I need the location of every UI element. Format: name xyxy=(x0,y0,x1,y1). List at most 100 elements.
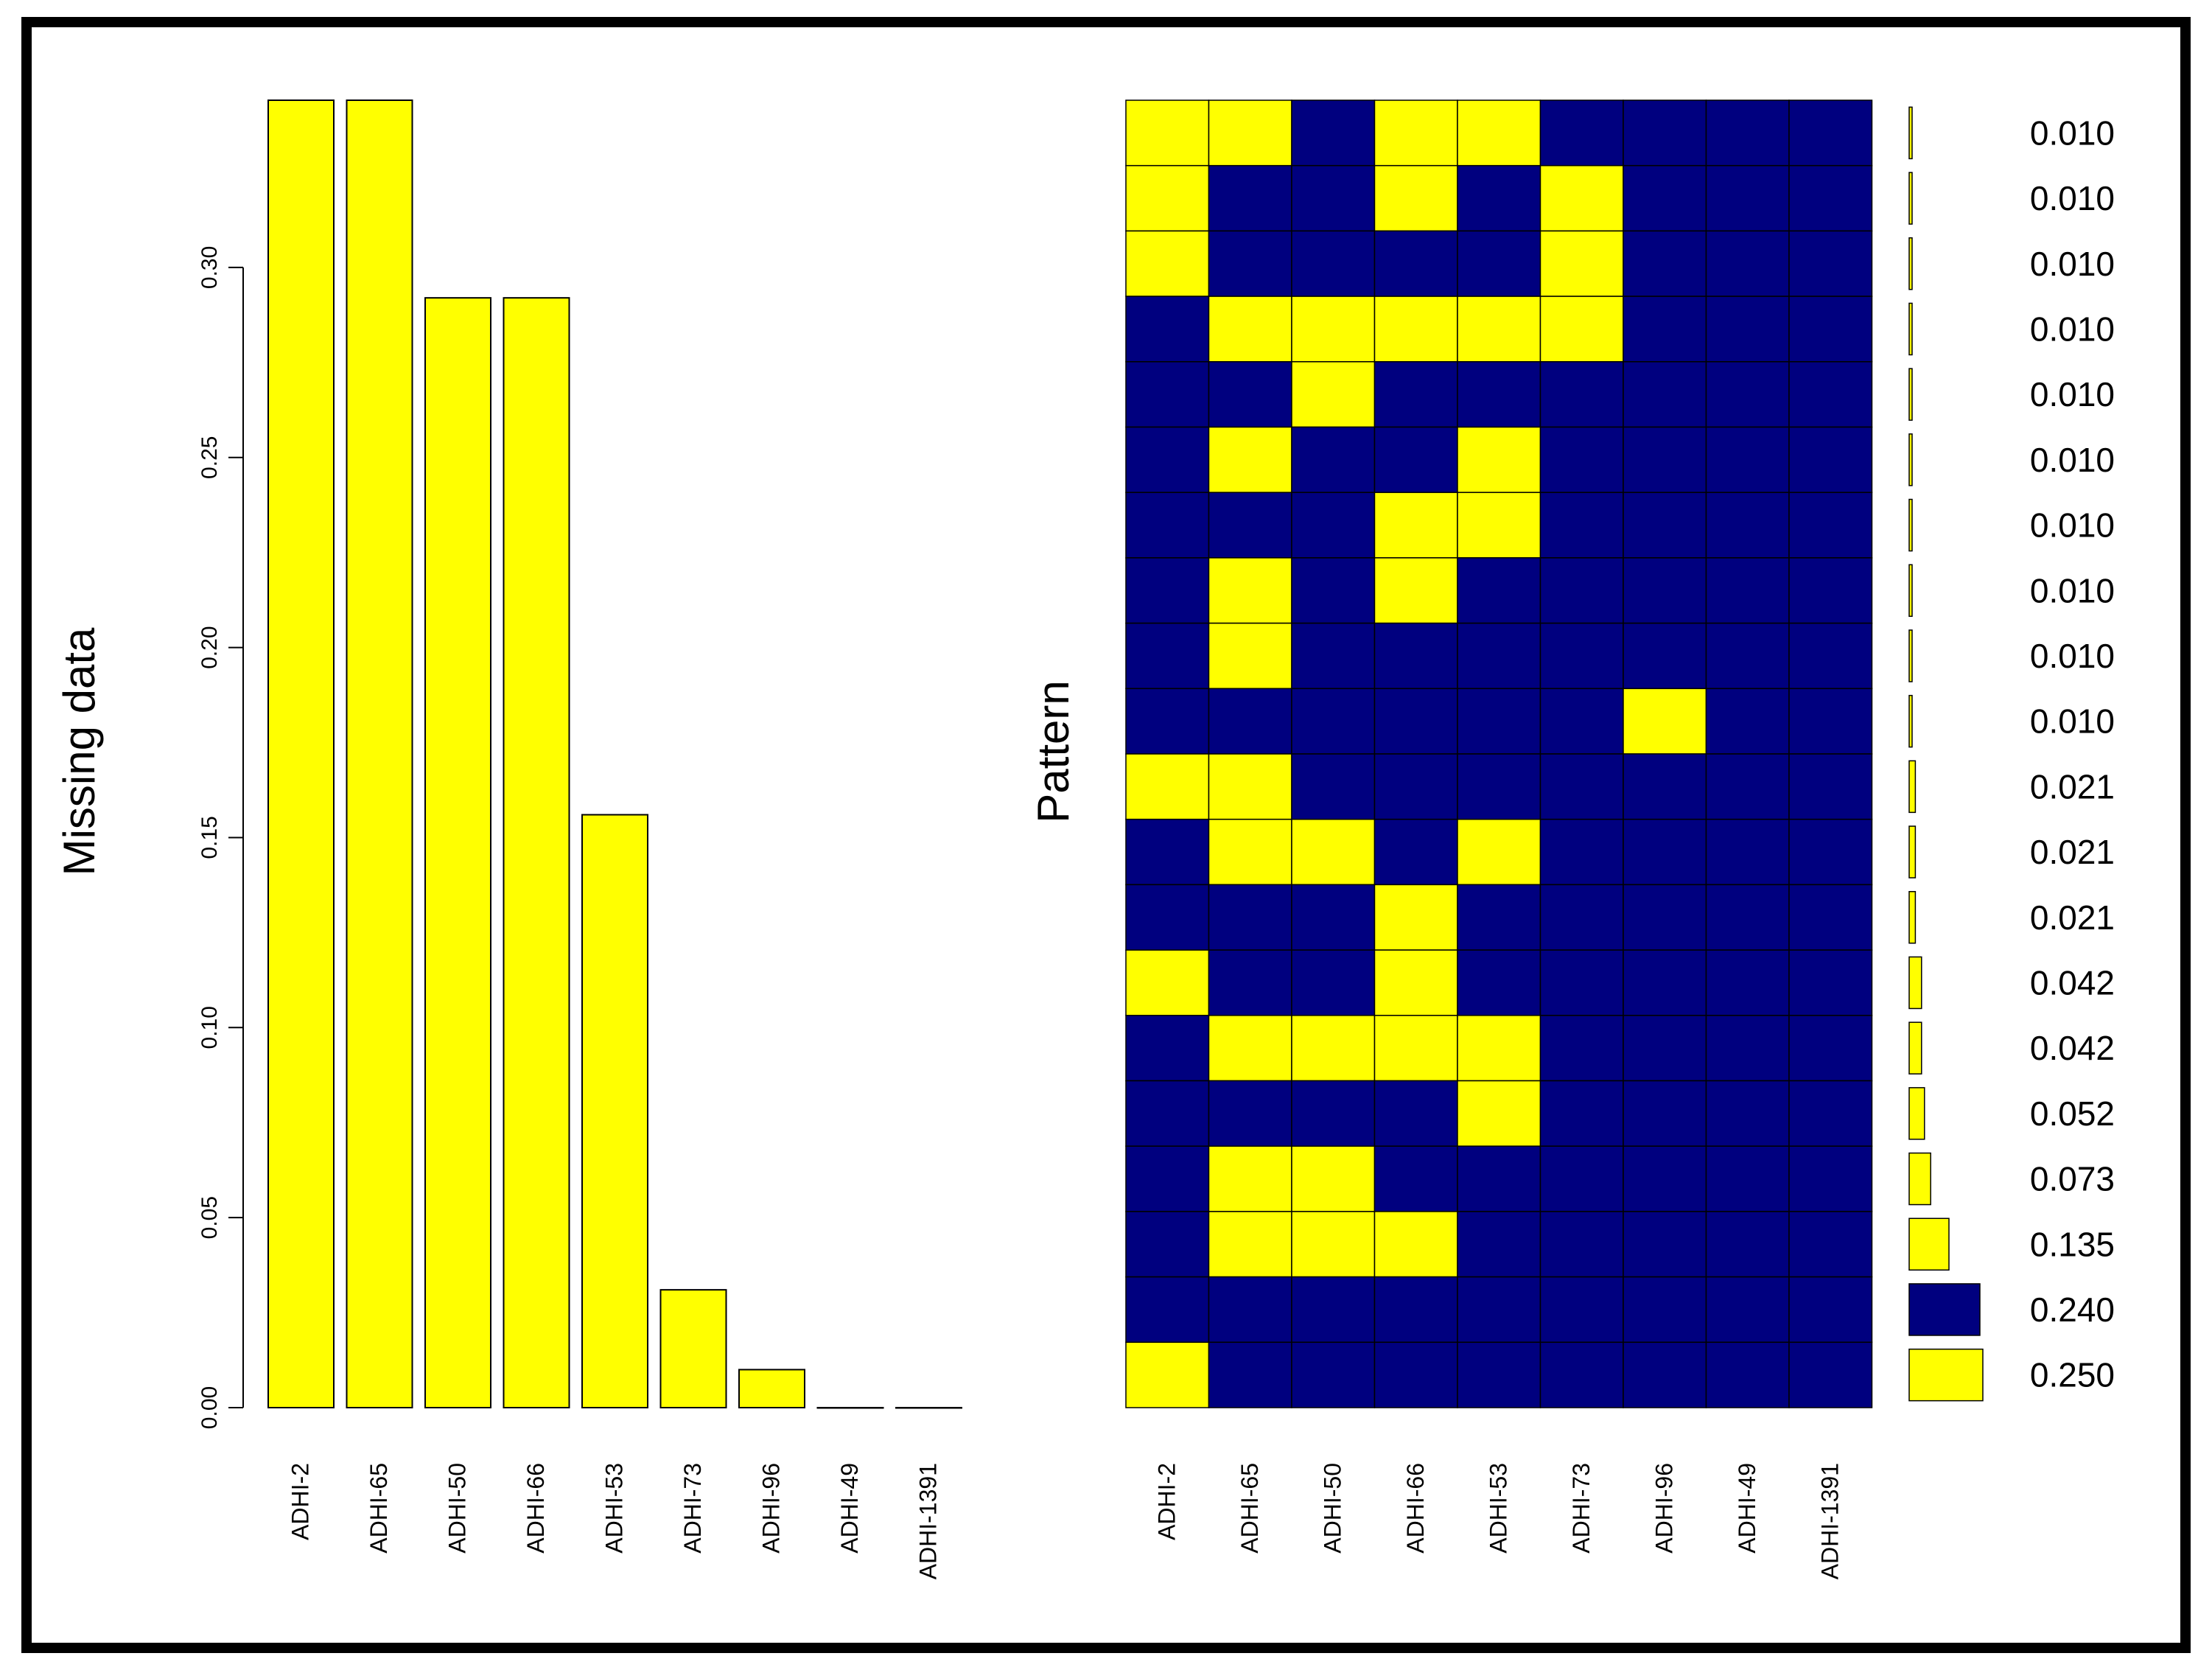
present-cell xyxy=(1125,361,1210,428)
missing-cell xyxy=(1539,230,1624,297)
missing-cell xyxy=(1291,1015,1376,1082)
present-cell xyxy=(1291,426,1376,493)
missing-cell xyxy=(1373,1211,1458,1278)
missing-cell xyxy=(1539,296,1624,363)
x-tick-label: ADHI-66 xyxy=(522,1463,549,1554)
present-cell xyxy=(1539,1211,1624,1278)
pattern-proportion-bar xyxy=(1908,1087,1925,1140)
present-cell xyxy=(1705,99,1790,167)
missing-pattern-heatmap: Pattern ADHI-2 ADHI-65 ADHI-50 ADHI-66 ADHI-… xyxy=(1029,99,2115,1579)
present-cell xyxy=(1705,1015,1790,1082)
present-cell xyxy=(1705,688,1790,755)
column-label: ADHI-66 xyxy=(1402,1463,1429,1554)
y-tick-label: 0.25 xyxy=(197,436,222,479)
missing-cell xyxy=(1373,1015,1458,1082)
missing-cell xyxy=(1208,557,1292,624)
x-tick-label: ADHI-96 xyxy=(758,1463,785,1554)
missing-cell xyxy=(1291,1145,1376,1212)
present-cell xyxy=(1705,1341,1790,1408)
present-cell xyxy=(1125,688,1210,755)
present-cell xyxy=(1788,1341,1873,1408)
present-cell xyxy=(1788,557,1873,624)
present-cell xyxy=(1788,1211,1873,1278)
missing-cell xyxy=(1291,361,1376,428)
pattern-proportion-bar xyxy=(1908,1152,1931,1206)
pattern-proportion-bar xyxy=(1908,302,1913,356)
present-cell xyxy=(1125,622,1210,690)
pattern-axis-label: Pattern xyxy=(1029,680,1078,822)
present-cell xyxy=(1208,884,1292,951)
present-cell xyxy=(1705,622,1790,690)
present-cell xyxy=(1125,1211,1210,1278)
present-cell xyxy=(1125,1080,1210,1147)
pattern-proportion-label: 0.010 xyxy=(2030,702,2115,741)
present-cell xyxy=(1457,361,1541,428)
y-axis-label: Missing data xyxy=(55,627,104,876)
present-cell xyxy=(1539,622,1624,690)
pattern-proportion-bar xyxy=(1908,106,1913,160)
present-cell xyxy=(1125,426,1210,493)
present-cell xyxy=(1457,164,1541,232)
pattern-proportion-bar xyxy=(1908,891,1917,944)
present-cell xyxy=(1705,426,1790,493)
present-cell xyxy=(1705,164,1790,232)
present-cell xyxy=(1788,949,1873,1016)
present-cell xyxy=(1788,1276,1873,1344)
missing-cell xyxy=(1539,164,1624,232)
missing-cell xyxy=(1125,1341,1210,1408)
present-cell xyxy=(1291,1080,1376,1147)
present-cell xyxy=(1623,557,1707,624)
present-cell xyxy=(1539,753,1624,820)
present-cell xyxy=(1623,361,1707,428)
present-cell xyxy=(1539,1145,1624,1212)
pattern-proportion-bar xyxy=(1908,433,1913,486)
present-cell xyxy=(1373,1341,1458,1408)
present-cell xyxy=(1705,884,1790,951)
pattern-proportion-bar xyxy=(1908,1021,1922,1075)
missing-cell xyxy=(1373,884,1458,951)
pattern-proportion-label: 0.010 xyxy=(2030,441,2115,479)
present-cell xyxy=(1705,818,1790,886)
missing-cell xyxy=(1457,296,1541,363)
missing-bar xyxy=(581,814,648,1408)
present-cell xyxy=(1291,164,1376,232)
present-cell xyxy=(1788,361,1873,428)
present-cell xyxy=(1373,1276,1458,1344)
present-cell xyxy=(1373,426,1458,493)
pattern-proportion-label: 0.052 xyxy=(2030,1094,2115,1133)
present-cell xyxy=(1291,1276,1376,1344)
pattern-proportion-label: 0.073 xyxy=(2030,1160,2115,1198)
pattern-proportion-label: 0.021 xyxy=(2030,767,2115,806)
present-cell xyxy=(1539,688,1624,755)
pattern-proportion-bar xyxy=(1908,1348,1984,1402)
missing-cell xyxy=(1291,818,1376,886)
column-label: ADHI-1391 xyxy=(1816,1463,1843,1579)
missing-cell xyxy=(1125,99,1210,167)
pattern-cells xyxy=(1125,99,1873,1408)
missing-cell xyxy=(1208,426,1292,493)
pattern-proportion-label: 0.010 xyxy=(2030,179,2115,217)
pattern-proportion-label: 0.042 xyxy=(2030,963,2115,1002)
present-cell xyxy=(1291,753,1376,820)
present-cell xyxy=(1208,1080,1292,1147)
present-cell xyxy=(1457,557,1541,624)
x-tick-labels: ADHI-2 ADHI-65 ADHI-50 ADHI-66 ADHI-53 ADHI-7… xyxy=(287,1463,942,1579)
present-cell xyxy=(1788,164,1873,232)
present-cell xyxy=(1291,884,1376,951)
missing-cell xyxy=(1457,99,1541,167)
missing-cell xyxy=(1125,753,1210,820)
present-cell xyxy=(1788,1080,1873,1147)
present-cell xyxy=(1125,1145,1210,1212)
present-cell xyxy=(1539,492,1624,559)
pattern-proportion-label: 0.240 xyxy=(2030,1290,2115,1329)
missing-cell xyxy=(1291,296,1376,363)
present-cell xyxy=(1457,1145,1541,1212)
present-cell xyxy=(1373,688,1458,755)
present-cell xyxy=(1788,688,1873,755)
present-cell xyxy=(1125,1276,1210,1344)
pattern-proportion-label: 0.010 xyxy=(2030,113,2115,152)
y-tick-label: 0.10 xyxy=(197,1006,222,1049)
present-cell xyxy=(1457,949,1541,1016)
present-cell xyxy=(1788,492,1873,559)
